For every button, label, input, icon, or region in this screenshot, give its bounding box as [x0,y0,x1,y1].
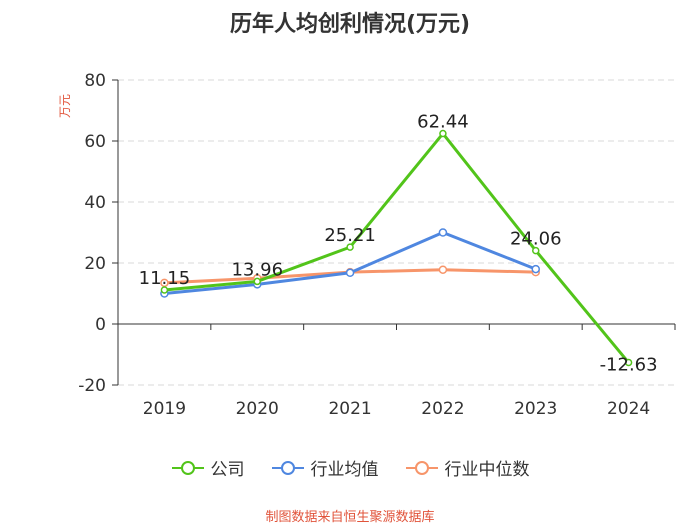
point-industry-mean-2022 [438,228,448,237]
x-tick-label: 2022 [421,399,464,419]
point-company-2022 [439,129,447,138]
legend-item-company[interactable]: 公司 [171,455,245,480]
point-industry-mean-2023 [531,264,540,274]
chart-title: 历年人均创利情况(万元) [229,12,471,37]
data-label-company-2021: 25.21 [324,225,376,246]
point-company-2020 [253,277,261,286]
point-company-2024 [624,358,633,367]
point-company-2019 [160,286,169,294]
data-label-company-2020: 13.96 [231,259,283,280]
grid-lines [118,79,675,386]
data-label-company-2024: -12.63 [600,355,658,376]
legend-label-company: 公司 [210,460,245,480]
series-line-company [164,132,630,364]
legend-label-industry-median: 行业中位数 [444,460,530,480]
legend-marker-industry-mean [271,460,304,475]
y-tick-label: -20 [78,376,106,396]
x-tick-label: 2020 [236,399,279,419]
point-industry-median-2022 [438,265,448,274]
x-tick-label: 2023 [514,399,557,419]
legend-label-industry-mean: 行业均值 [310,460,379,480]
legend: 公司 行业均值 行业中位数 [0,455,700,480]
y-tick-label: 60 [84,132,106,152]
x-tick-label: 2021 [328,399,371,419]
point-company-2021 [346,243,354,251]
y-axis-label: 万元 [58,94,72,118]
source-note: 制图数据来自恒生聚源数据库 [265,510,435,525]
y-tick-label: 20 [84,254,106,274]
legend-item-industry-median[interactable]: 行业中位数 [405,455,530,480]
legend-marker-industry-median [405,460,438,475]
series-lines [160,129,633,367]
data-label-company-2022: 62.44 [417,112,469,133]
y-tick-label: 0 [95,315,106,335]
y-tick-label: 80 [84,71,106,91]
y-tick-label: 40 [84,193,106,213]
legend-item-industry-mean[interactable]: 行业均值 [271,455,379,480]
data-label-company-2023: 24.06 [510,229,562,250]
x-tick-label: 2024 [607,399,650,419]
data-label-company-2019: 11.15 [139,268,191,289]
x-tick-label: 2019 [143,399,186,419]
axes: 80 60 40 20 0 -20 2019 2020 2021 2022 2023 2024 [78,71,676,419]
point-industry-mean-2021 [345,268,355,278]
data-labels: 11.15 13.96 25.21 62.44 24.06 -12.63 [139,112,658,376]
point-company-2023 [532,246,540,255]
legend-marker-company [171,460,204,475]
